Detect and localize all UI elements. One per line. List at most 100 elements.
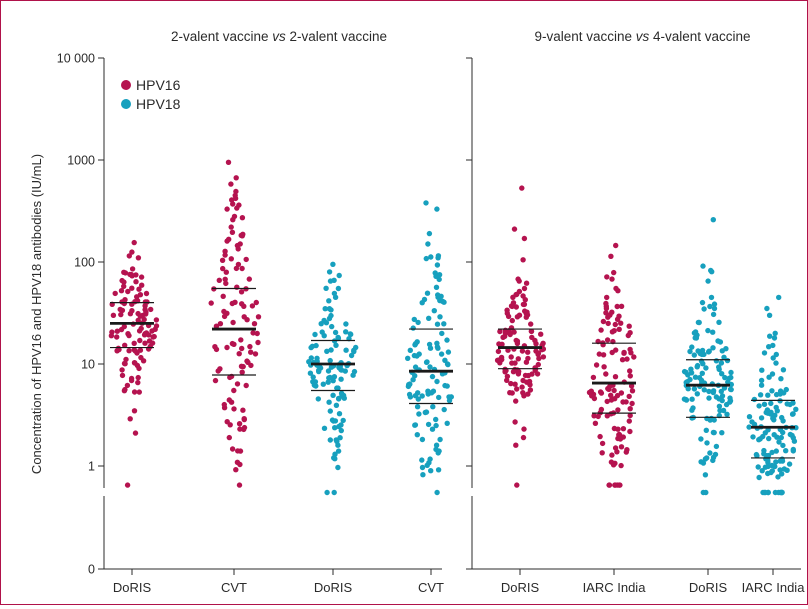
data-point-hpv16 [528,328,535,335]
legend-marker-hpv18 [121,99,131,109]
data-point-hpv16 [236,351,242,357]
data-point-hpv18 [757,392,764,398]
data-point-hpv16 [134,294,140,300]
data-point-hpv16 [215,368,221,374]
y-tick-label: 10 [81,358,95,372]
data-point-hpv18 [763,409,769,416]
data-point-hpv16 [248,349,254,355]
data-point-hpv18 [326,269,333,275]
data-point-hpv18 [699,370,705,376]
data-point-hpv18 [710,329,716,335]
data-point-hpv18 [699,299,706,306]
data-point-hpv16 [119,277,125,284]
data-point-hpv18 [780,429,786,436]
data-point-hpv16 [521,426,527,432]
data-point-hpv18 [767,333,773,339]
data-point-hpv18 [696,375,703,381]
data-point-hpv16 [608,397,615,403]
data-point-hpv18 [776,439,782,445]
data-point-hpv16 [222,248,228,254]
data-point-hpv16 [151,333,157,340]
data-point-hpv16 [132,299,138,305]
data-point-hpv18 [685,372,691,378]
data-point-hpv18 [435,345,441,351]
data-point-hpv18 [412,341,419,347]
y-tick-label: 1 [88,460,95,474]
data-point-hpv18 [773,459,779,465]
data-point-hpv16 [232,195,239,202]
data-point-hpv18 [309,343,316,349]
data-point-hpv16 [131,340,137,346]
data-point-hpv16 [230,319,236,326]
data-point-hpv18 [768,411,774,417]
data-point-hpv18 [727,395,733,401]
y-tick-label: 0 [88,563,95,577]
data-point-hpv16 [513,304,519,310]
data-point-hpv18 [434,321,441,327]
data-point-hpv18 [412,364,419,370]
data-point-hpv18 [327,374,333,381]
data-point-hpv18 [332,329,339,336]
data-point-hpv16 [593,362,600,368]
data-point-hpv18 [326,298,332,304]
data-point-hpv16 [540,354,547,360]
data-point-hpv18 [329,417,336,423]
data-point-hpv16 [223,280,229,287]
data-point-hpv16 [617,482,623,488]
data-point-hpv16 [525,372,531,379]
data-point-hpv16 [612,374,619,380]
data-point-hpv16 [229,446,236,452]
data-point-hpv18 [712,451,719,458]
data-point-hpv16 [590,374,597,381]
data-point-hpv16 [135,255,142,261]
data-point-hpv16 [598,406,605,413]
data-point-hpv16 [136,365,142,372]
data-point-hpv18 [326,399,332,405]
data-point-hpv18 [348,331,354,338]
data-point-hpv16 [135,374,141,381]
data-point-hpv16 [600,352,607,358]
data-point-hpv18 [310,374,316,380]
data-point-hpv18 [758,377,765,384]
data-point-hpv16 [591,395,598,402]
data-point-hpv18 [761,489,768,496]
data-point-hpv18 [775,474,781,480]
y-tick-label: 100 [74,256,95,270]
data-point-hpv16 [137,313,143,319]
data-point-hpv18 [756,474,762,481]
data-point-hpv18 [784,467,790,473]
data-point-hpv16 [603,310,609,316]
data-point-hpv18 [424,462,430,468]
data-point-hpv18 [780,367,787,373]
data-point-hpv16 [153,317,160,323]
data-point-hpv16 [129,273,135,279]
data-point-hpv16 [533,341,539,347]
data-point-hpv18 [435,255,441,261]
data-point-hpv18 [728,369,734,376]
data-point-hpv18 [441,299,447,305]
data-point-hpv18 [758,415,765,421]
data-point-hpv16 [534,371,541,377]
data-point-hpv16 [138,274,145,280]
data-point-hpv16 [129,308,135,314]
data-point-hpv18 [778,434,784,441]
data-point-hpv16 [239,215,246,221]
data-point-hpv16 [508,380,514,387]
data-point-hpv16 [122,342,128,348]
data-point-hpv16 [139,282,145,288]
data-point-hpv16 [604,294,610,301]
category-label: CVT [418,580,444,595]
data-point-hpv18 [328,364,335,370]
axes-layer [98,57,801,575]
data-point-hpv16 [241,303,247,309]
data-point-hpv18 [325,379,331,385]
data-point-hpv18 [441,321,447,327]
data-point-hpv18 [423,200,429,206]
data-point-hpv18 [773,360,779,366]
data-point-hpv16 [234,284,240,290]
data-point-hpv16 [512,360,518,366]
data-point-hpv18 [710,311,717,318]
data-point-hpv16 [138,354,144,361]
data-point-hpv18 [755,464,761,470]
data-point-hpv18 [419,393,425,399]
